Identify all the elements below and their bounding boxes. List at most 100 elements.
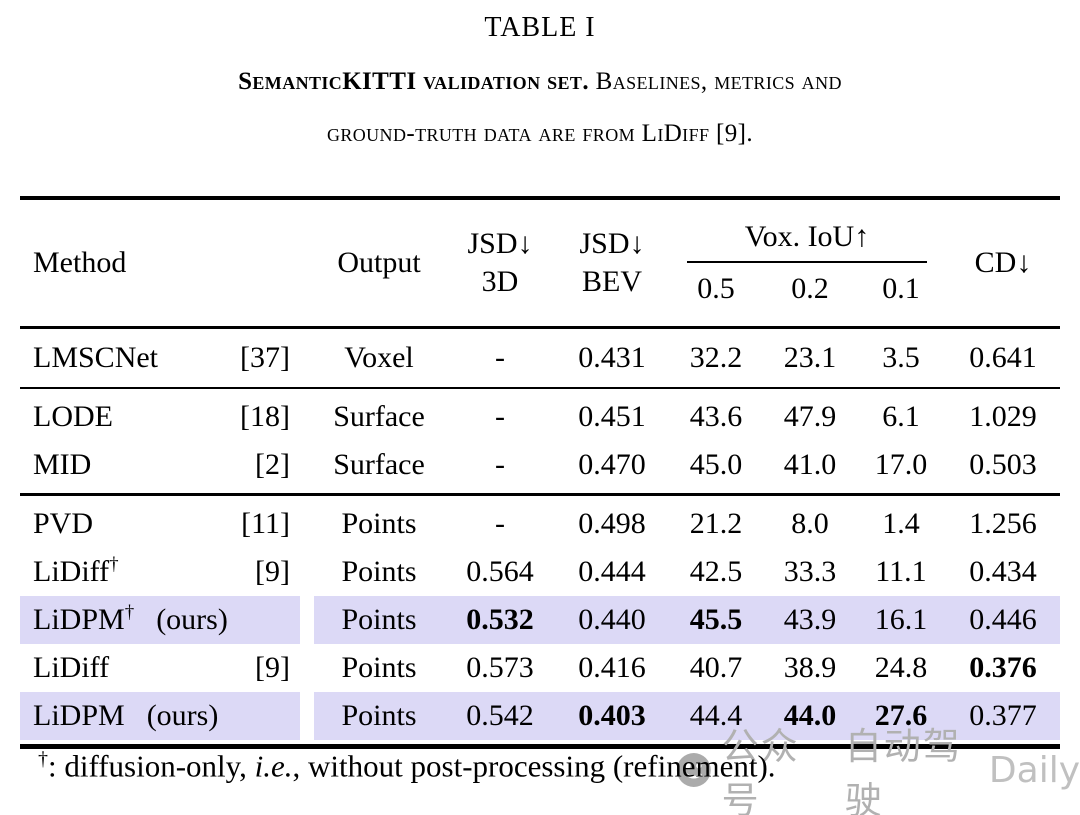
iou02-cell: 33.3 [783,555,837,588]
col-header-cd: CD↓ [974,246,1032,279]
method-dagger: † [124,602,135,623]
output-cell: Points [341,651,417,684]
iou01-cell: 16.1 [874,603,928,636]
jsdbev-cell: 0.444 [578,555,646,588]
iou02-cell: 8.0 [791,507,829,540]
citation-cell: [9] [255,555,290,588]
section-separator-rule-2 [20,493,1060,496]
iou05-cell: 44.4 [689,699,743,732]
iou05-cell: 21.2 [689,507,743,540]
watermark: 公众号 自动驾驶 Daily [676,725,1080,815]
jsd-bev-metric: JSD↓ [579,227,645,260]
table-row-lmscnet: LMSCNet [37] Voxel - 0.431 32.2 23.1 3.5… [20,334,1060,382]
method-name: LODE [33,400,113,433]
iou02-cell: 43.9 [783,603,837,636]
citation-cell: [18] [240,400,290,433]
table-bottom-rule [20,744,1060,749]
cd-cell: 0.641 [969,341,1037,374]
table-row-lidpm-ours: LiDPM (ours) Points 0.542 0.403 44.4 44.0… [20,692,1060,740]
column-gap [300,441,314,489]
table-number-label: TABLE I [484,12,596,43]
footnote-ie: i.e. [254,748,293,784]
col-header-output: Output [337,246,421,279]
method-dagger: † [109,554,119,575]
iou05-cell: 43.6 [689,400,743,433]
table-section-voxel: LMSCNet [37] Voxel - 0.431 32.2 23.1 3.5… [20,329,1060,387]
jsdbev-cell-best: 0.403 [578,699,646,732]
column-gap [300,393,314,441]
table-caption-block: TABLE I SemanticKITTI validation set. Ba… [0,12,1080,160]
iou05-cell: 40.7 [689,651,743,684]
table-row-mid: MID [2] Surface - 0.470 45.0 41.0 17.0 0… [20,441,1060,489]
iou01-cell: 6.1 [882,400,920,433]
method-cell: MID [20,448,230,482]
output-cell: Points [341,699,417,732]
cd-cell-best: 0.376 [969,651,1037,684]
jsd3d-cell: 0.564 [466,555,534,588]
citation-cell: [37] [240,341,290,374]
iou01-cell: 11.1 [875,555,927,588]
footnote-text-1: : diffusion-only, [48,748,255,784]
jsd3d-cell: - [495,341,505,374]
iou05-cell: 42.5 [689,555,743,588]
iou-threshold-01: 0.1 [882,272,920,305]
col-header-method: Method [33,246,127,279]
output-cell: Points [341,555,417,588]
method-cell: LiDPM (ours) [20,699,300,733]
table-row-lidpm-dagger-ours: LiDPM† (ours) Points 0.532 0.440 45.5 43.… [20,596,1060,644]
column-gap [300,500,314,548]
footnote-text-2: , without post-processing (refinement). [292,748,776,784]
citation-cell: [9] [255,651,290,684]
column-gap [300,334,314,382]
iou01-cell: 1.4 [882,507,920,540]
column-gap [300,644,314,692]
watermark-text-cn1: 公众号 [721,725,800,815]
jsdbev-cell: 0.498 [578,507,646,540]
col-header-jsd-bev: JSD↓ BEV [556,225,668,301]
method-cell: LiDiff† [20,555,230,589]
iou-threshold-02: 0.2 [791,272,829,305]
table-row-lode: LODE [18] Surface - 0.451 43.6 47.9 6.1 … [20,393,1060,441]
ours-label: (ours) [156,603,228,636]
column-gap [300,692,314,740]
table-top-rule [20,196,1060,200]
iou02-cell-best: 44.0 [783,699,837,732]
vox-iou-underline [687,261,927,263]
output-cell: Voxel [344,341,414,374]
watermark-text-en: Daily [988,749,1080,791]
vox-iou-label: Vox. IoU↑ [744,220,870,253]
method-name: LMSCNet [33,341,159,374]
jsdbev-cell: 0.416 [578,651,646,684]
method-name: LiDiff [33,555,110,588]
caption-line-1: SemanticKITTI validation set. Baselines,… [0,56,1080,108]
jsd-bev-sub: BEV [582,265,642,298]
method-cell: LMSCNet [20,341,230,375]
jsd-3d-metric: JSD↓ [467,227,533,260]
jsdbev-cell: 0.431 [578,341,646,374]
table-row-lidiff: LiDiff [9] Points 0.573 0.416 40.7 38.9 … [20,644,1060,692]
table-row-lidiff-dagger: LiDiff† [9] Points 0.564 0.444 42.5 33.3… [20,548,1060,596]
jsd3d-cell: - [495,507,505,540]
citation-cell: [2] [255,448,290,481]
col-header-jsd-3d: JSD↓ 3D [444,225,556,301]
method-cell: LiDiff [20,651,230,685]
wechat-account-logo-icon [676,753,711,787]
iou01-cell: 17.0 [874,448,928,481]
table-row-pvd: PVD [11] Points - 0.498 21.2 8.0 1.4 1.2… [20,500,1060,548]
table-footnote: †: diffusion-only, i.e., without post-pr… [38,748,776,784]
column-gap [300,596,314,644]
method-name: PVD [33,507,94,540]
cd-cell: 1.256 [969,507,1037,540]
caption-rest: Baselines, metrics and [589,68,842,95]
jsd-3d-sub: 3D [481,265,519,298]
method-cell: PVD [20,507,230,541]
iou01-cell-best: 27.6 [874,699,928,732]
iou02-cell: 41.0 [783,448,837,481]
jsd3d-cell: - [495,448,505,481]
method-name: LiDPM [33,699,125,732]
iou02-cell: 47.9 [783,400,837,433]
ours-label: (ours) [146,699,219,732]
iou05-cell: 45.0 [689,448,743,481]
jsdbev-cell: 0.440 [578,603,646,636]
results-table: Method Output JSD↓ 3D JSD↓ BEV Vox. IoU↑… [20,196,1060,749]
